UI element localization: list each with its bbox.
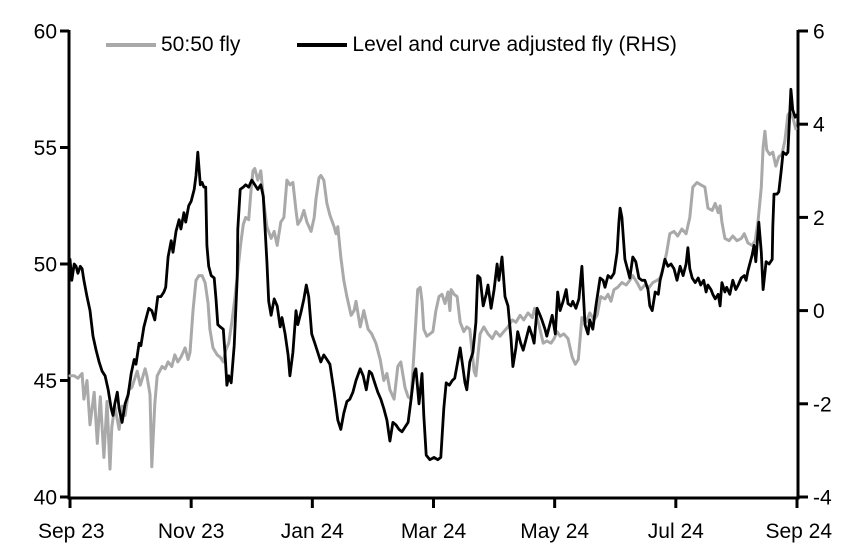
legend-label: Level and curve adjusted fly (RHS): [352, 33, 677, 56]
gray-series-line: [68, 111, 798, 471]
right-axis-tick-label: 0: [813, 300, 825, 323]
x-axis-tick-label: May 24: [520, 520, 589, 543]
legend-item-level-curve-adjusted-fly: Level and curve adjusted fly (RHS): [297, 33, 677, 57]
left-axis-tick-label: 50: [34, 254, 57, 277]
left-axis-tick-label: 40: [34, 487, 57, 510]
left-axis-tick-label: 55: [34, 137, 57, 160]
chart-legend: 50:50 fly Level and curve adjusted fly (…: [106, 33, 677, 57]
x-axis-tick-label: Sep 23: [38, 520, 105, 543]
gray-line-swatch-icon: [106, 43, 156, 47]
left-axis-tick-label: 45: [34, 370, 57, 393]
x-axis-tick-label: Mar 24: [401, 520, 467, 543]
x-axis-tick-label: Jan 24: [281, 520, 344, 543]
x-axis-tick-label: Jul 24: [648, 520, 704, 543]
legend-item-5050-fly: 50:50 fly: [106, 33, 240, 57]
right-axis-tick-label: 6: [813, 21, 825, 44]
left-axis-tick-label: 60: [34, 21, 57, 44]
x-axis-tick-label: Sep 24: [765, 520, 832, 543]
black-series-line: [68, 87, 799, 462]
black-line-swatch-icon: [297, 43, 348, 47]
right-axis-tick-label: -2: [813, 393, 832, 416]
x-axis-tick-label: Nov 23: [158, 520, 225, 543]
right-axis-tick-label: 4: [813, 114, 825, 137]
right-axis-tick-label: 2: [813, 207, 825, 230]
legend-label: 50:50 fly: [161, 33, 241, 56]
right-axis-tick-label: -4: [813, 487, 832, 510]
